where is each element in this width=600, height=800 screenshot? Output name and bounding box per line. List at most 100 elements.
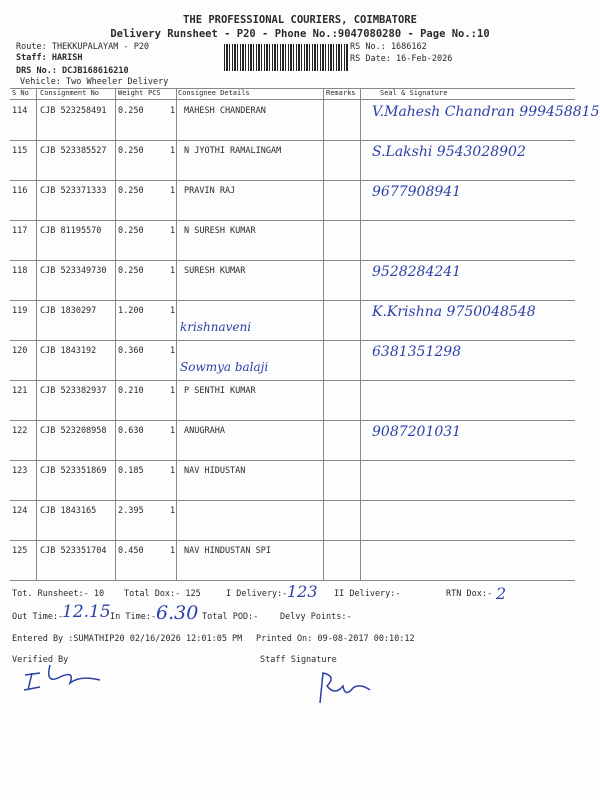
table-row: 123 CJB 523351869 0.185 1 NAV HIDUSTAN <box>10 460 575 501</box>
weight: 0.210 <box>118 386 144 396</box>
rtn-dox-value: 2 <box>496 584 507 603</box>
drs-no: DRS No.: DCJB168616210 <box>16 66 129 76</box>
col-sno: S No <box>12 89 29 97</box>
consignment-no: CJB 523382937 <box>40 386 107 396</box>
delvy-points: Delvy Points:- <box>280 612 352 622</box>
table-row: 124 CJB 1843165 2.395 1 <box>10 500 575 541</box>
pcs: 1 <box>170 146 176 156</box>
consignee: ANUGRAHA <box>184 426 225 436</box>
rtn-dox: RTN Dox:- <box>446 589 493 599</box>
consignment-no: CJB 523351869 <box>40 466 107 476</box>
handwritten-signature: 6381351298 <box>372 344 462 360</box>
handwritten-signature: 9087201031 <box>372 424 462 440</box>
col-weight: Weight <box>118 89 144 97</box>
table-row: 125 CJB 523351704 0.450 1 NAV HINDUSTAN SPI <box>10 540 575 581</box>
weight: 0.250 <box>118 186 144 196</box>
row-sno: 123 <box>12 466 28 476</box>
out-time: Out Time:- <box>12 612 64 622</box>
table-row: 118 CJB 523349730 0.250 1 SURESH KUMAR 952828… <box>10 260 575 301</box>
consignment-no: CJB 523385527 <box>40 146 107 156</box>
in-time: In Time:- <box>110 612 157 622</box>
pcs: 1 <box>170 226 176 236</box>
consignee: PRAVIN RAJ <box>184 186 236 196</box>
table-row: 119 CJB 1830297 1.200 1 krishnaveni K.Krishna… <box>10 300 575 341</box>
weight: 0.185 <box>118 466 144 476</box>
verified-by: Verified By <box>12 655 69 665</box>
row-sno: 125 <box>12 546 28 556</box>
table-row: 122 CJB 523208958 0.630 1 ANUGRAHA 9087201031 <box>10 420 575 461</box>
weight: 1.200 <box>118 306 144 316</box>
in-time-value: 6.30 <box>156 602 199 624</box>
runsheet-title: Delivery Runsheet - P20 - Phone No.:9047… <box>110 28 490 40</box>
table-row: 114 CJB 523258491 0.250 1 MAHESH CHANDERAN V.… <box>10 100 600 141</box>
consignment-no: CJB 523351704 <box>40 546 107 556</box>
handwritten-signature: 9677908941 <box>372 184 462 200</box>
consignment-no: CJB 523371333 <box>40 186 107 196</box>
barcode <box>224 44 348 71</box>
rs-date: RS Date: 16-Feb-2026 <box>350 54 453 64</box>
consignment-no: CJB 523349730 <box>40 266 107 276</box>
row-sno: 124 <box>12 506 28 516</box>
pcs: 1 <box>170 466 176 476</box>
entered-by: Entered By :SUMATHIP20 02/16/2026 12:01:… <box>12 634 243 644</box>
row-sno: 114 <box>12 106 28 116</box>
pcs: 1 <box>170 346 176 356</box>
staff: Staff: HARISH <box>16 53 83 63</box>
staff-signature-label: Staff Signature <box>260 655 337 665</box>
col-remarks: Remarks <box>326 89 356 97</box>
weight: 0.630 <box>118 426 144 436</box>
staff-signature <box>319 672 371 704</box>
route: Route: THEKKUPALAYAM - P20 <box>16 42 150 52</box>
row-sno: 118 <box>12 266 28 276</box>
row-sno: 119 <box>12 306 28 316</box>
table-row: 116 CJB 523371333 0.250 1 PRAVIN RAJ 96779089… <box>10 180 575 221</box>
handwritten-signature: K.Krishna 9750048548 <box>372 304 536 320</box>
row-sno: 120 <box>12 346 28 356</box>
col-pcs: PCS <box>148 89 161 97</box>
out-time-value: 12.15 <box>62 602 111 622</box>
total-pod: Total POD:- <box>202 612 259 622</box>
handwritten-signature: S.Lakshi 9543028902 <box>372 144 526 160</box>
pcs: 1 <box>170 106 176 116</box>
pcs: 1 <box>170 186 176 196</box>
consignment-no: CJB 1843165 <box>40 506 97 516</box>
consignee: SURESH KUMAR <box>184 266 246 276</box>
table-row: 120 CJB 1843192 0.360 1 Sowmya balaji 6381351… <box>10 340 575 381</box>
weight: 0.250 <box>118 146 144 156</box>
weight: 2.395 <box>118 506 144 516</box>
weight: 0.250 <box>118 226 144 236</box>
company-name: THE PROFESSIONAL COURIERS, COIMBATORE <box>183 14 417 26</box>
pcs: 1 <box>170 426 176 436</box>
consignment-no: CJB 1843192 <box>40 346 97 356</box>
weight: 0.450 <box>118 546 144 556</box>
consignee: N SURESH KUMAR <box>184 226 256 236</box>
vehicle: Vehicle: Two Wheeler Delivery <box>20 77 169 87</box>
i-delivery: I Delivery:- <box>226 589 288 599</box>
table-row: 117 CJB 81195570 0.250 1 N SURESH KUMAR <box>10 220 575 261</box>
row-sno: 121 <box>12 386 28 396</box>
consignee: P SENTHI KUMAR <box>184 386 256 396</box>
consignment-no: CJB 523208958 <box>40 426 107 436</box>
col-consignee: Consignee Details <box>178 89 250 97</box>
table-row: 115 CJB 523385527 0.250 1 N JYOTHI RAMALINGA… <box>10 140 575 181</box>
row-sno: 122 <box>12 426 28 436</box>
consignee: MAHESH CHANDERAN <box>184 106 266 116</box>
consignment-no: CJB 81195570 <box>40 226 102 236</box>
row-sno: 117 <box>12 226 28 236</box>
total-dox: Total Dox:- 125 <box>124 589 201 599</box>
col-consignment: Consignment No <box>40 89 100 97</box>
i-delivery-value: 123 <box>287 582 318 601</box>
row-sno: 115 <box>12 146 28 156</box>
row-sno: 116 <box>12 186 28 196</box>
pcs: 1 <box>170 386 176 396</box>
handwritten-signature: 9528284241 <box>372 264 462 280</box>
pcs: 1 <box>170 306 176 316</box>
consignment-no: CJB 1830297 <box>40 306 97 316</box>
consignee: NAV HINDUSTAN SPI <box>184 546 271 556</box>
table-row: 121 CJB 523382937 0.210 1 P SENTHI KUMAR <box>10 380 575 421</box>
col-seal: Seal & Signature <box>380 89 448 97</box>
printed-on: Printed On: 09-08-2017 00:10:12 <box>256 634 415 644</box>
pcs: 1 <box>170 266 176 276</box>
weight: 0.360 <box>118 346 144 356</box>
